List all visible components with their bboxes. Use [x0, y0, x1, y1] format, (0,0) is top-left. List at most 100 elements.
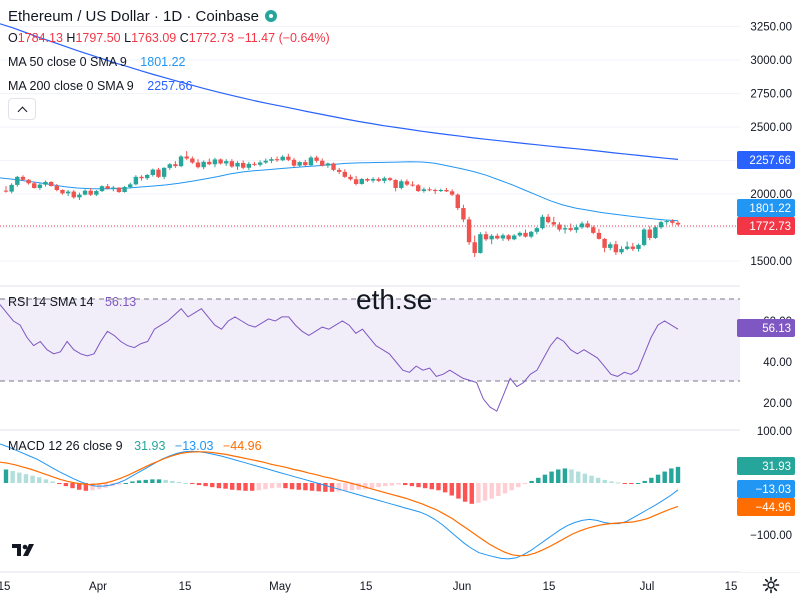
candle-body	[71, 191, 76, 198]
candle-body	[636, 244, 641, 249]
macd-histogram-bar	[649, 477, 654, 483]
candle-body	[500, 235, 506, 239]
price-axis[interactable]: 3250.00 3000.00 2750.00 2500.00 2000.00 1500.…	[737, 0, 800, 572]
time-axis-label: 15	[725, 581, 738, 593]
chevron-up-icon[interactable]	[8, 98, 36, 120]
macd-histogram	[3, 466, 681, 504]
macd-histogram-bar	[403, 483, 408, 486]
candle-body	[297, 162, 302, 166]
macd-histogram-bar	[582, 473, 588, 483]
main-pane[interactable]	[0, 23, 740, 262]
macd-histogram-bar	[595, 477, 601, 483]
candle-body	[506, 235, 511, 240]
candle-body	[382, 178, 387, 181]
price-axis-label: 2500.00	[750, 122, 792, 134]
price-axis-bg	[740, 0, 800, 572]
market-open-icon	[264, 10, 277, 22]
ma50-label: MA 50 close 0 SMA 9	[8, 55, 127, 69]
candle-body	[427, 189, 432, 191]
macd-hist-label-bg	[737, 457, 795, 475]
candle-body	[274, 159, 280, 161]
ohlc-open: 1784.13	[17, 31, 63, 45]
price-axis-label: −100.00	[750, 530, 792, 542]
price-axis-label: 2750.00	[750, 89, 792, 101]
macd-histogram-bar	[289, 483, 295, 490]
candle-body	[156, 169, 161, 177]
settings-gear-icon[interactable]	[762, 576, 780, 594]
candle-body	[252, 163, 257, 165]
macd-histogram-bar	[496, 483, 501, 496]
macd-histogram-bar	[549, 471, 554, 483]
candle-body	[94, 191, 99, 195]
time-axis-label: 15	[543, 581, 556, 593]
ohlc-high-key: H	[66, 31, 76, 45]
ma200-legend[interactable]: MA 200 close 0 SMA 9 2257.66	[8, 79, 192, 93]
macd-histogram-bar	[349, 483, 355, 491]
candle-body	[353, 179, 359, 184]
candles	[3, 151, 681, 257]
macd-histogram-bar	[136, 480, 142, 483]
candle-body	[161, 167, 167, 177]
macd-histogram-bar	[615, 482, 621, 484]
candle-body	[32, 183, 37, 188]
ma50-legend[interactable]: MA 50 close 0 SMA 9 1801.22	[8, 55, 185, 69]
macd-histogram-bar	[116, 483, 122, 485]
macd-histogram-bar	[422, 483, 428, 489]
rsi-pane[interactable]	[0, 298, 740, 412]
candle-body	[314, 157, 319, 161]
macd-histogram-bar	[76, 483, 82, 490]
ma50-value: 1801.22	[140, 55, 186, 69]
candle-body	[540, 216, 545, 229]
candle-body	[105, 186, 110, 189]
time-axis[interactable]: 15 Apr 15 May 15 Jun 15 Jul 15	[0, 581, 737, 593]
macd-histogram-bar	[163, 479, 168, 483]
candle-body	[336, 169, 342, 172]
macd-histogram-bar	[589, 475, 594, 483]
candle-body	[99, 186, 105, 192]
macd-histogram-bar	[210, 483, 215, 488]
candle-body	[438, 189, 444, 192]
macd-histogram-bar	[170, 480, 175, 483]
tradingview-logo-icon[interactable]	[10, 540, 38, 560]
macd-histogram-bar	[642, 480, 647, 483]
macd-histogram-bar	[263, 483, 268, 490]
candle-body	[48, 181, 54, 186]
macd-histogram-bar	[442, 483, 448, 493]
macd-histogram-bar	[203, 483, 208, 487]
rsi-legend[interactable]: RSI 14 SMA 14 56.13	[8, 295, 136, 309]
signal-label: −44.96	[756, 502, 792, 514]
macd-histogram-bar	[3, 469, 9, 483]
macd-histogram-bar	[336, 483, 341, 492]
macd-histogram-bar	[675, 466, 681, 483]
candle-body	[15, 176, 20, 185]
candle-body	[229, 161, 235, 167]
candle-body	[122, 187, 127, 192]
last-price-label-bg	[737, 217, 795, 235]
macd-histogram-bar	[449, 483, 454, 496]
macd-histogram-bar	[609, 481, 614, 483]
candle-body	[664, 221, 669, 223]
candle-body	[269, 159, 274, 161]
macd-histogram-bar	[569, 469, 574, 483]
candle-body	[128, 184, 133, 188]
macd-histogram-bar	[143, 479, 148, 483]
macd-histogram-bar	[90, 483, 95, 491]
candle-body	[88, 190, 93, 195]
candle-body	[77, 194, 82, 198]
candle-body	[675, 222, 681, 225]
candle-body	[641, 229, 647, 245]
candle-body	[167, 164, 172, 168]
ohlc-low: 1763.09	[131, 31, 177, 45]
macd-histogram-bar	[123, 483, 128, 484]
macd-pane[interactable]	[0, 443, 681, 560]
macd-histogram-bar	[130, 481, 135, 483]
macd-histogram-bar	[529, 480, 534, 483]
candle-body	[562, 228, 568, 230]
candle-body	[37, 184, 43, 188]
macd-histogram-bar	[57, 483, 62, 485]
macd-histogram-bar	[249, 483, 255, 491]
macd-legend[interactable]: MACD 12 26 close 9 31.93 −13.03 −44.96	[8, 439, 262, 453]
symbol-title[interactable]: Ethereum / US Dollar · 1D · Coinbase	[8, 8, 277, 25]
price-axis-label: 2000.00	[750, 189, 792, 201]
